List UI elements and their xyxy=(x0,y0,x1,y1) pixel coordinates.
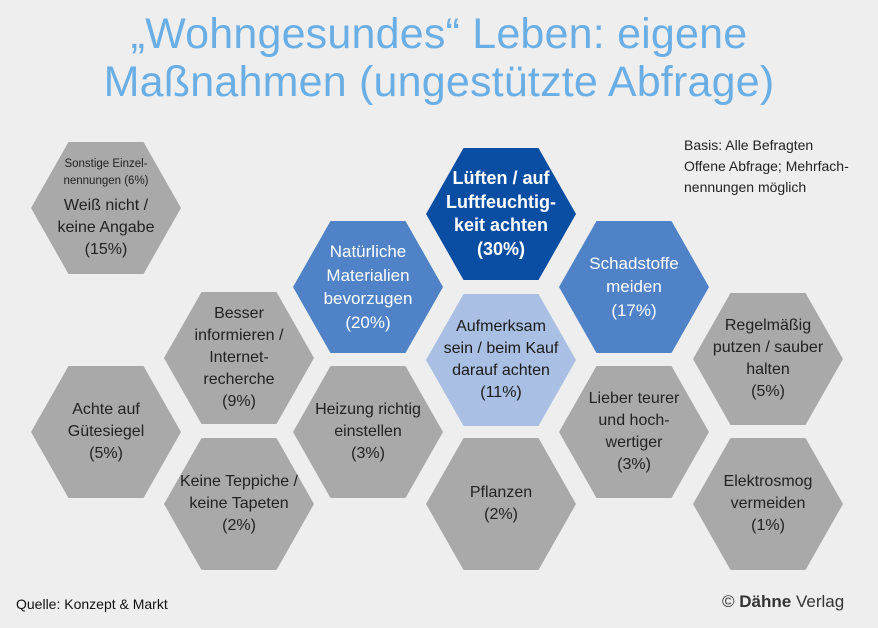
brand-suffix: Verlag xyxy=(795,592,845,611)
hex-line-1: Weiß nicht / xyxy=(63,196,149,214)
hex-value: (1%) xyxy=(751,517,785,534)
basis-line-2: Offene Abfrage; Mehrfach- xyxy=(684,158,849,174)
hexagon-guetesiegel: Achte auf Gütesiegel (5%) xyxy=(31,366,181,498)
hex-value: (2%) xyxy=(222,517,256,534)
hex-value: (5%) xyxy=(89,445,123,462)
brand-name: Dähne xyxy=(739,592,792,611)
hex-line-4: recherche xyxy=(203,371,275,388)
hex-line-1: Achte auf xyxy=(72,401,140,418)
hex-line-2: einstellen xyxy=(334,423,402,440)
hex-line-3: keit achten xyxy=(453,215,549,235)
hex-line-1: Besser xyxy=(214,305,264,322)
copyright-note: © Dähne Verlag xyxy=(722,592,844,612)
hexagon-elektrosmog: Elektrosmog vermeiden (1%) xyxy=(693,438,843,570)
hex-line-3: Internet- xyxy=(209,349,269,366)
hex-line-1: Regelmäßig xyxy=(724,317,812,334)
title-line-1: „Wohngesundes“ Leben: eigene xyxy=(130,10,748,58)
hexagon-heizung: Heizung richtig einstellen (3%) xyxy=(293,366,443,498)
hex-line-3: bevorzugen xyxy=(323,289,413,308)
hexagon-materialien: Natürliche Materialien bevorzugen (20%) xyxy=(293,221,443,353)
source-note: Quelle: Konzept & Markt xyxy=(16,596,168,612)
hex-line-1: Lüften / auf xyxy=(452,168,550,188)
hex-line-2: Gütesiegel xyxy=(67,423,145,440)
hex-line-2: Luftfeuchtig- xyxy=(446,191,556,212)
note-line-1: Sonstige Einzel- xyxy=(64,157,148,170)
hexagon-schadstoffe: Schadstoffe meiden (17%) xyxy=(559,221,709,353)
hex-value: (9%) xyxy=(222,393,256,410)
hex-line-1: Keine Teppiche / xyxy=(179,473,298,490)
copyright-icon: © xyxy=(722,592,735,611)
hex-value: (30%) xyxy=(476,238,525,259)
hex-line-1: Lieber teurer xyxy=(588,390,680,407)
hex-line-1: Natürliche xyxy=(329,242,407,261)
hexagon-putzen: Regelmäßig putzen / sauber halten (5%) xyxy=(693,293,843,425)
basis-line-1: Basis: Alle Befragten xyxy=(684,137,814,153)
hex-line-2: keine Tapeten xyxy=(189,495,289,512)
hexagon-teppiche: Keine Teppiche / keine Tapeten (2%) xyxy=(164,438,314,570)
hex-line-3: wertiger xyxy=(605,434,663,451)
hex-value: (2%) xyxy=(484,506,518,523)
hex-line-1: Heizung richtig xyxy=(315,401,421,418)
hexagon-lueften: Lüften / auf Luftfeuchtig- keit achten (… xyxy=(426,148,576,280)
hex-line-2: und hoch- xyxy=(598,412,670,429)
hex-line-2: meiden xyxy=(606,277,662,297)
hex-value: (11%) xyxy=(480,384,522,401)
hex-line-3: darauf achten xyxy=(452,362,550,379)
hexagon-teurer: Lieber teurer und hoch- wertiger (3%) xyxy=(559,366,709,498)
hex-value: (15%) xyxy=(84,240,128,258)
hex-value: (20%) xyxy=(345,312,391,332)
hex-line-2: putzen / sauber xyxy=(712,339,824,356)
hexagon-pflanzen: Pflanzen (2%) xyxy=(426,438,576,570)
hexagon-aufmerksam: Aufmerksam sein / beim Kauf darauf achte… xyxy=(426,294,576,426)
hex-line-2: keine Angabe xyxy=(57,218,155,236)
hex-line-1: Schadstoffe xyxy=(589,253,679,273)
hexagon-informieren: Besser informieren / Internet- recherche… xyxy=(164,292,314,424)
title-line-2: Maßnahmen (ungestützte Abfrage) xyxy=(103,58,775,106)
hex-value: (3%) xyxy=(617,456,651,473)
hex-line-2: informieren / xyxy=(194,327,284,344)
hex-value: (17%) xyxy=(611,300,657,320)
basis-line-3: nennungen möglich xyxy=(684,179,807,195)
hex-line-1: Aufmerksam xyxy=(456,318,546,335)
hex-line-1: Pflanzen xyxy=(469,484,533,501)
hexagon-weiss-nicht: Sonstige Einzel- nennungen (6%) Weiß nic… xyxy=(31,142,181,274)
hex-line-2: vermeiden xyxy=(730,495,806,512)
hex-line-1: Elektrosmog xyxy=(723,473,813,490)
hex-line-3: halten xyxy=(746,361,790,378)
note-line-2: nennungen (6%) xyxy=(63,174,149,187)
hex-value: (3%) xyxy=(351,445,385,462)
hex-value: (5%) xyxy=(751,383,785,400)
hex-line-2: sein / beim Kauf xyxy=(443,340,559,357)
basis-note: Basis: Alle Befragten Offene Abfrage; Me… xyxy=(684,135,849,198)
hex-line-2: Materialien xyxy=(326,265,410,285)
page-title: „Wohngesundes“ Leben: eigene Maßnahmen (… xyxy=(0,10,878,106)
